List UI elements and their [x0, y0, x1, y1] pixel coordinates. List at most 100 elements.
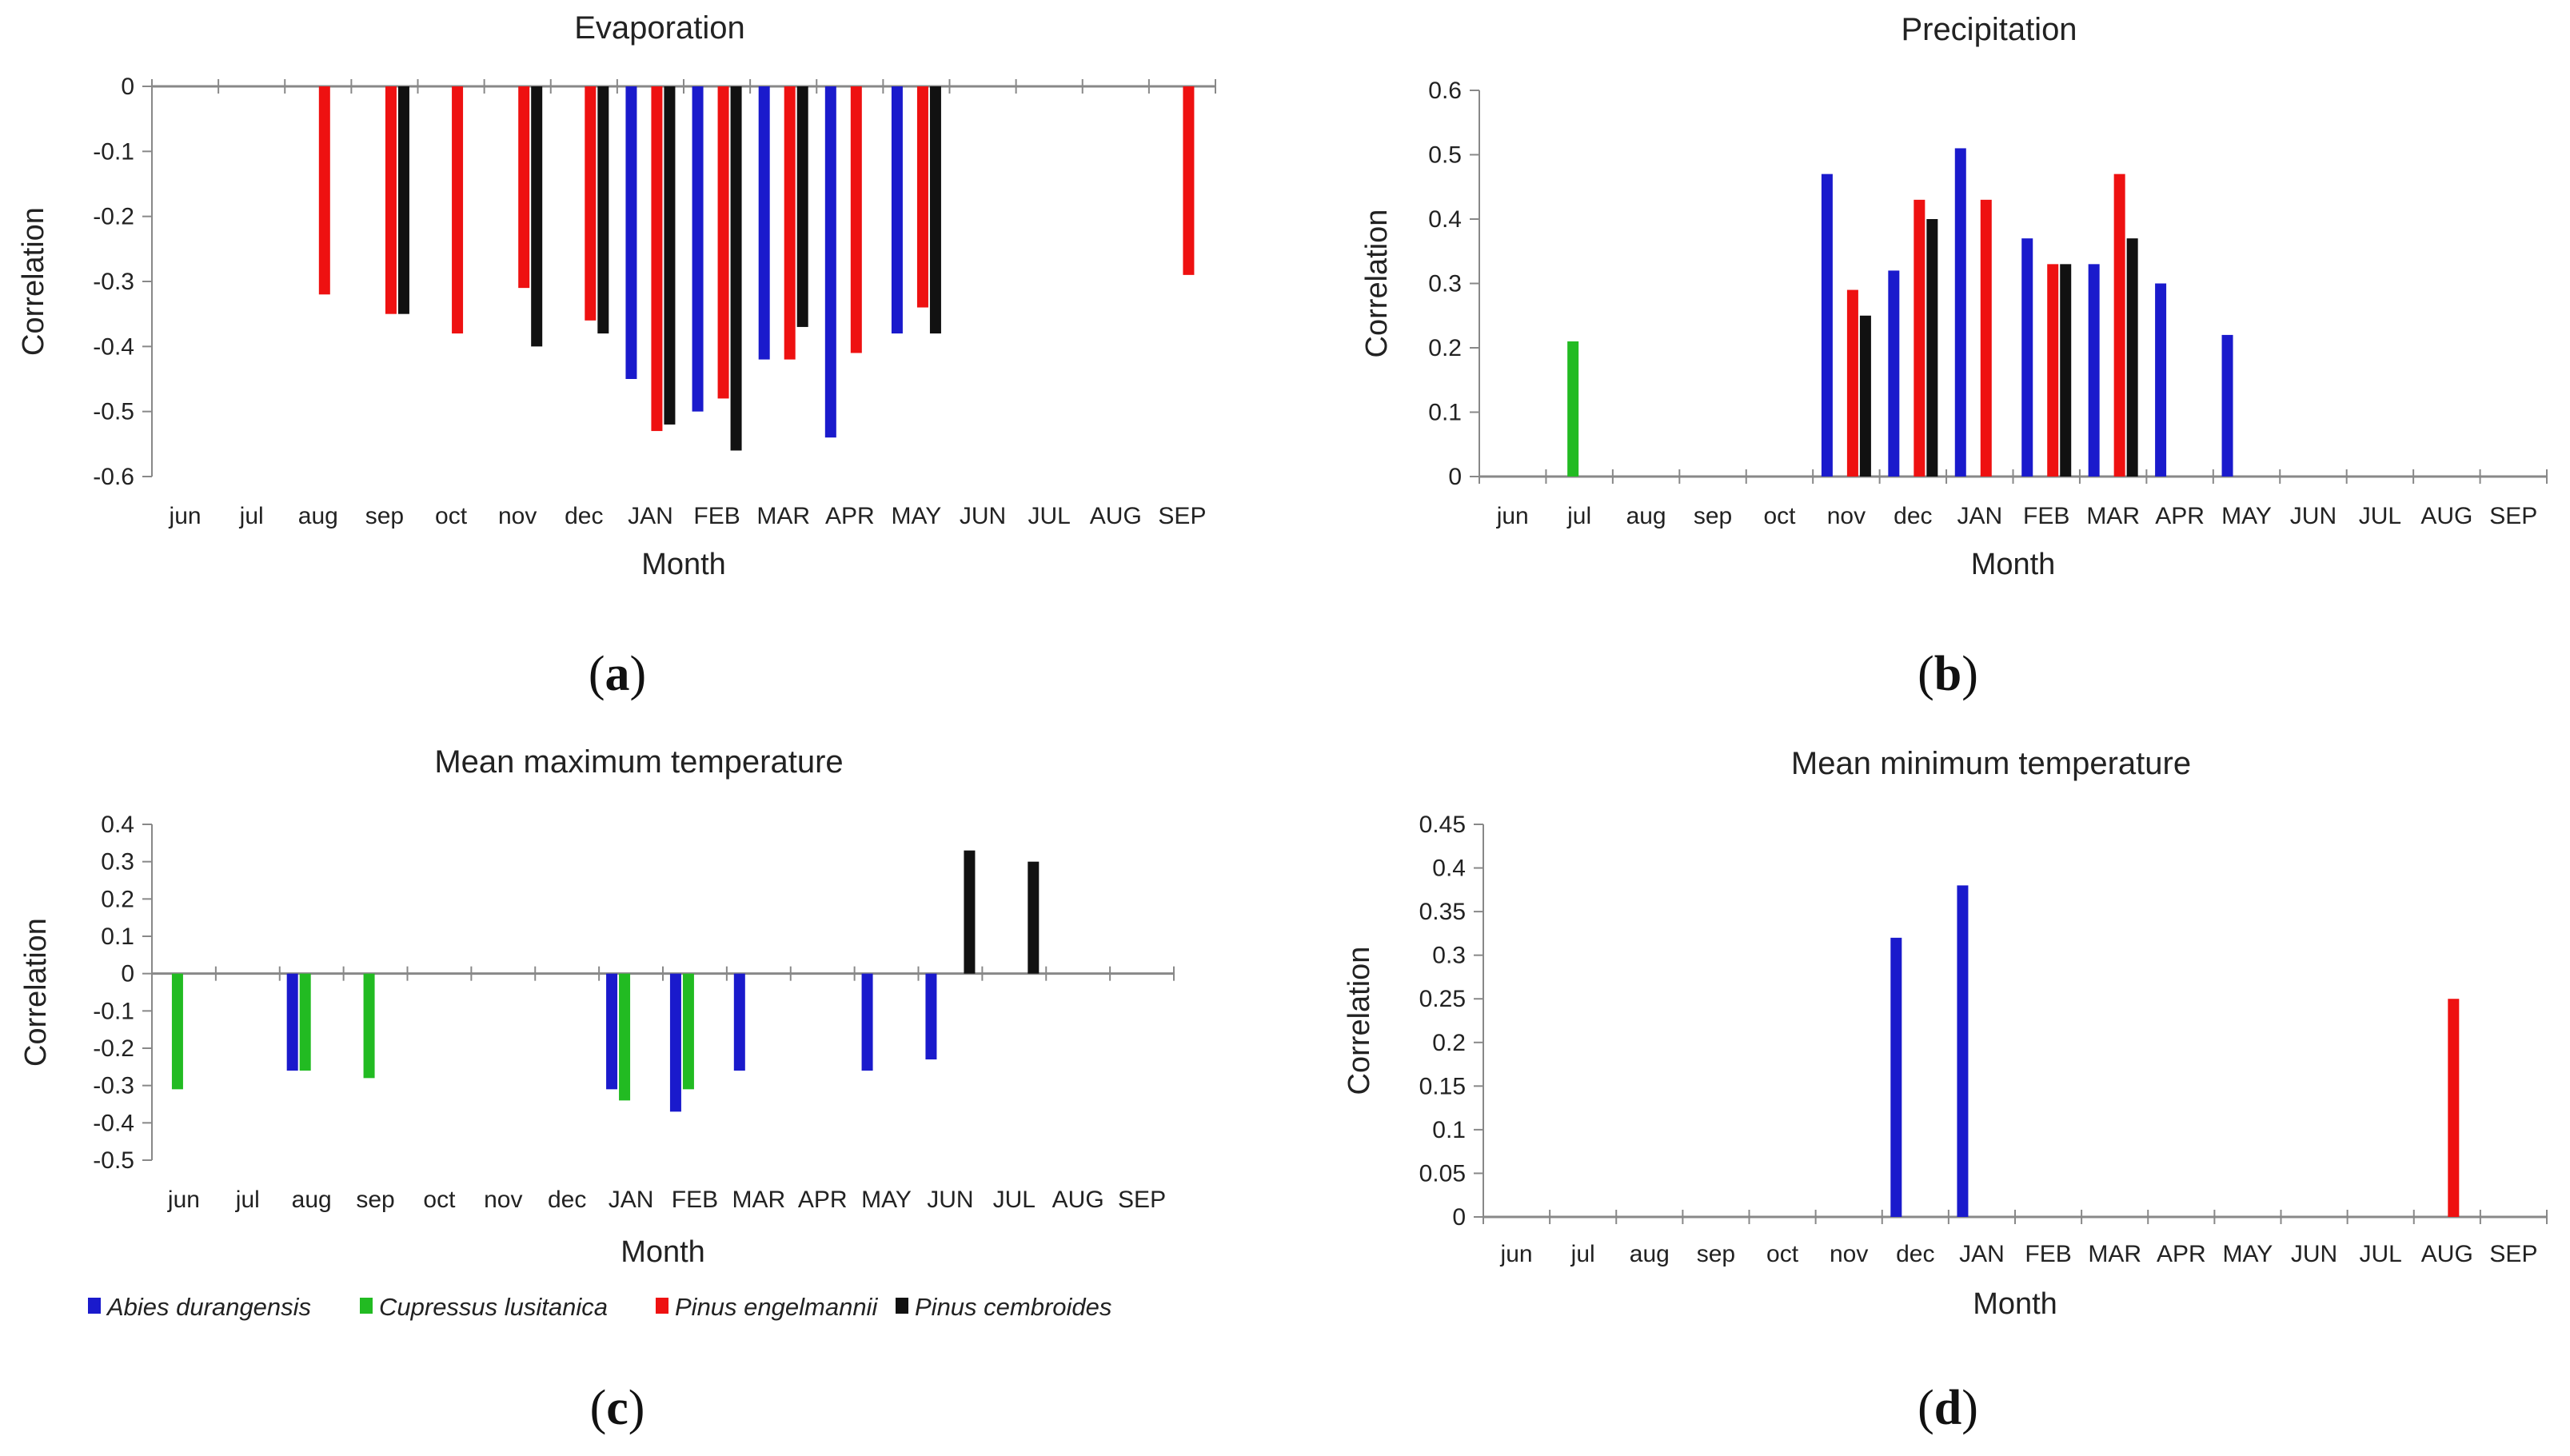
bar-abies-durangensis-jan: [1954, 148, 1966, 477]
x-category-label-aug: aug: [298, 503, 338, 529]
x-category-label-may: MAY: [861, 1187, 912, 1213]
x-category-label-sep: SEP: [2489, 1241, 2537, 1267]
x-category-label-mar: MAR: [2086, 503, 2140, 529]
x-category-label-nov: nov: [1830, 1241, 1868, 1267]
x-category-label-sep: sep: [1697, 1241, 1735, 1267]
y-tick-label: 0: [121, 961, 134, 987]
y-tick-label: 0.6: [1428, 78, 1462, 104]
bar-abies-durangensis-mar: [758, 86, 770, 360]
bar-pinus-engelmannii-nov: [518, 86, 530, 289]
bar-pinus-cembroides-mar: [2126, 238, 2138, 477]
y-tick-label: 0.25: [1419, 986, 1466, 1012]
bar-pinus-engelmannii-apr: [850, 86, 862, 353]
x-category-label-jan: JAN: [609, 1187, 654, 1213]
chart-title: Precipitation: [1901, 12, 2077, 47]
x-category-label-jul: jul: [235, 1187, 260, 1213]
x-category-label-jun: jun: [167, 1187, 200, 1213]
x-category-label-aug: aug: [292, 1187, 332, 1213]
x-category-label-oct: oct: [423, 1187, 456, 1213]
chart-title: Mean minimum temperature: [1791, 746, 2191, 781]
x-category-label-aug: aug: [1626, 503, 1666, 529]
x-category-label-may: MAY: [2223, 1241, 2273, 1267]
bar-abies-durangensis-feb: [692, 86, 704, 412]
x-category-label-nov: nov: [484, 1187, 522, 1213]
x-category-label-apr: APR: [798, 1187, 848, 1213]
x-category-label-apr: APR: [2155, 503, 2205, 529]
legend-label-cupressus-lusitanica: Cupressus lusitanica: [379, 1293, 608, 1321]
x-category-label-dec: dec: [1894, 503, 1932, 529]
y-tick-label: 0: [121, 74, 134, 100]
bar-pinus-engelmannii-mar: [2113, 174, 2125, 477]
x-category-label-mar: MAR: [2088, 1241, 2141, 1267]
bar-abies-durangensis-may: [2221, 334, 2233, 477]
y-tick-label: 0.1: [101, 923, 134, 950]
chart-title: Mean maximum temperature: [434, 744, 843, 780]
y-tick-label: 0.1: [1432, 1117, 1466, 1143]
y-tick-label: 0.05: [1419, 1160, 1466, 1187]
x-category-label-sep: SEP: [1118, 1187, 1166, 1213]
legend-label-pinus-engelmannii: Pinus engelmannii: [675, 1293, 878, 1321]
y-tick-label: -0.5: [93, 1147, 134, 1174]
bar-pinus-cembroides-feb: [2060, 264, 2072, 477]
x-category-label-feb: FEB: [2025, 1241, 2071, 1267]
x-category-label-oct: oct: [435, 503, 468, 529]
x-category-label-jun: JUN: [2291, 1241, 2337, 1267]
bar-pinus-engelmannii-nov: [1846, 289, 1858, 477]
bar-abies-durangensis-dec: [1890, 937, 1902, 1217]
bar-abies-durangensis-jun: [925, 973, 937, 1059]
x-category-label-aug: AUG: [2421, 1241, 2473, 1267]
y-tick-label: -0.1: [93, 138, 134, 165]
x-category-label-jan: JAN: [1957, 503, 2002, 529]
bar-abies-durangensis-feb: [2021, 238, 2033, 477]
bar-cupressus-lusitanica-jul: [1567, 341, 1579, 477]
legend-label-abies-durangensis: Abies durangensis: [106, 1293, 311, 1321]
x-category-label-oct: oct: [1766, 1241, 1799, 1267]
x-category-label-jun: jun: [1500, 1241, 1533, 1267]
x-category-label-jun: JUN: [2290, 503, 2337, 529]
bar-abies-durangensis-mar: [2088, 264, 2100, 477]
x-category-label-sep: sep: [1694, 503, 1732, 529]
x-category-label-apr: APR: [2157, 1241, 2206, 1267]
bar-cupressus-lusitanica-aug: [299, 973, 311, 1071]
y-tick-label: 0.4: [101, 812, 134, 838]
bar-cupressus-lusitanica-feb: [682, 973, 694, 1090]
y-tick-label: 0.4: [1428, 206, 1462, 233]
x-category-label-nov: nov: [498, 503, 537, 529]
bar-pinus-cembroides-feb: [730, 86, 742, 451]
bar-cupressus-lusitanica-sep: [363, 973, 375, 1079]
bar-abies-durangensis-jan: [1957, 885, 1969, 1217]
legend-swatch-cupressus-lusitanica: [360, 1298, 373, 1314]
y-tick-label: -0.3: [93, 1073, 134, 1099]
x-category-label-mar: MAR: [732, 1187, 785, 1213]
bar-pinus-cembroides-nov: [1859, 315, 1871, 477]
x-category-label-sep: SEP: [2489, 503, 2537, 529]
x-category-label-dec: dec: [548, 1187, 586, 1213]
x-axis-title: Month: [641, 548, 726, 581]
x-category-label-aug: AUG: [1090, 503, 1142, 529]
bar-pinus-engelmannii-jan: [651, 86, 663, 432]
bar-abies-durangensis-may: [891, 86, 903, 334]
bar-pinus-cembroides-jul: [1028, 861, 1040, 974]
bar-pinus-engelmannii-aug: [318, 86, 330, 295]
x-category-label-apr: APR: [825, 503, 875, 529]
x-category-label-jan: JAN: [628, 503, 673, 529]
y-tick-label: 0.2: [1432, 1030, 1466, 1056]
x-category-label-jul: JUL: [993, 1187, 1036, 1213]
bar-abies-durangensis-feb: [669, 973, 681, 1112]
x-category-label-may: MAY: [892, 503, 942, 529]
bar-pinus-cembroides-dec: [597, 86, 609, 334]
x-category-label-sep: sep: [356, 1187, 394, 1213]
x-category-label-jul: JUL: [2360, 1241, 2402, 1267]
x-category-label-jul: jul: [239, 503, 264, 529]
bar-pinus-cembroides-jun: [964, 850, 976, 974]
bar-pinus-cembroides-dec: [1926, 219, 1938, 477]
x-axis-title: Month: [621, 1235, 705, 1269]
bar-pinus-engelmannii-may: [916, 86, 928, 308]
y-tick-label: 0.1: [1428, 400, 1462, 426]
y-tick-label: 0.4: [1432, 856, 1466, 882]
chart-title: Evaporation: [574, 10, 744, 46]
y-tick-label: -0.4: [93, 1110, 134, 1136]
legend-label-pinus-cembroides: Pinus cembroides: [915, 1293, 1111, 1321]
bar-abies-durangensis-apr: [2155, 283, 2167, 477]
